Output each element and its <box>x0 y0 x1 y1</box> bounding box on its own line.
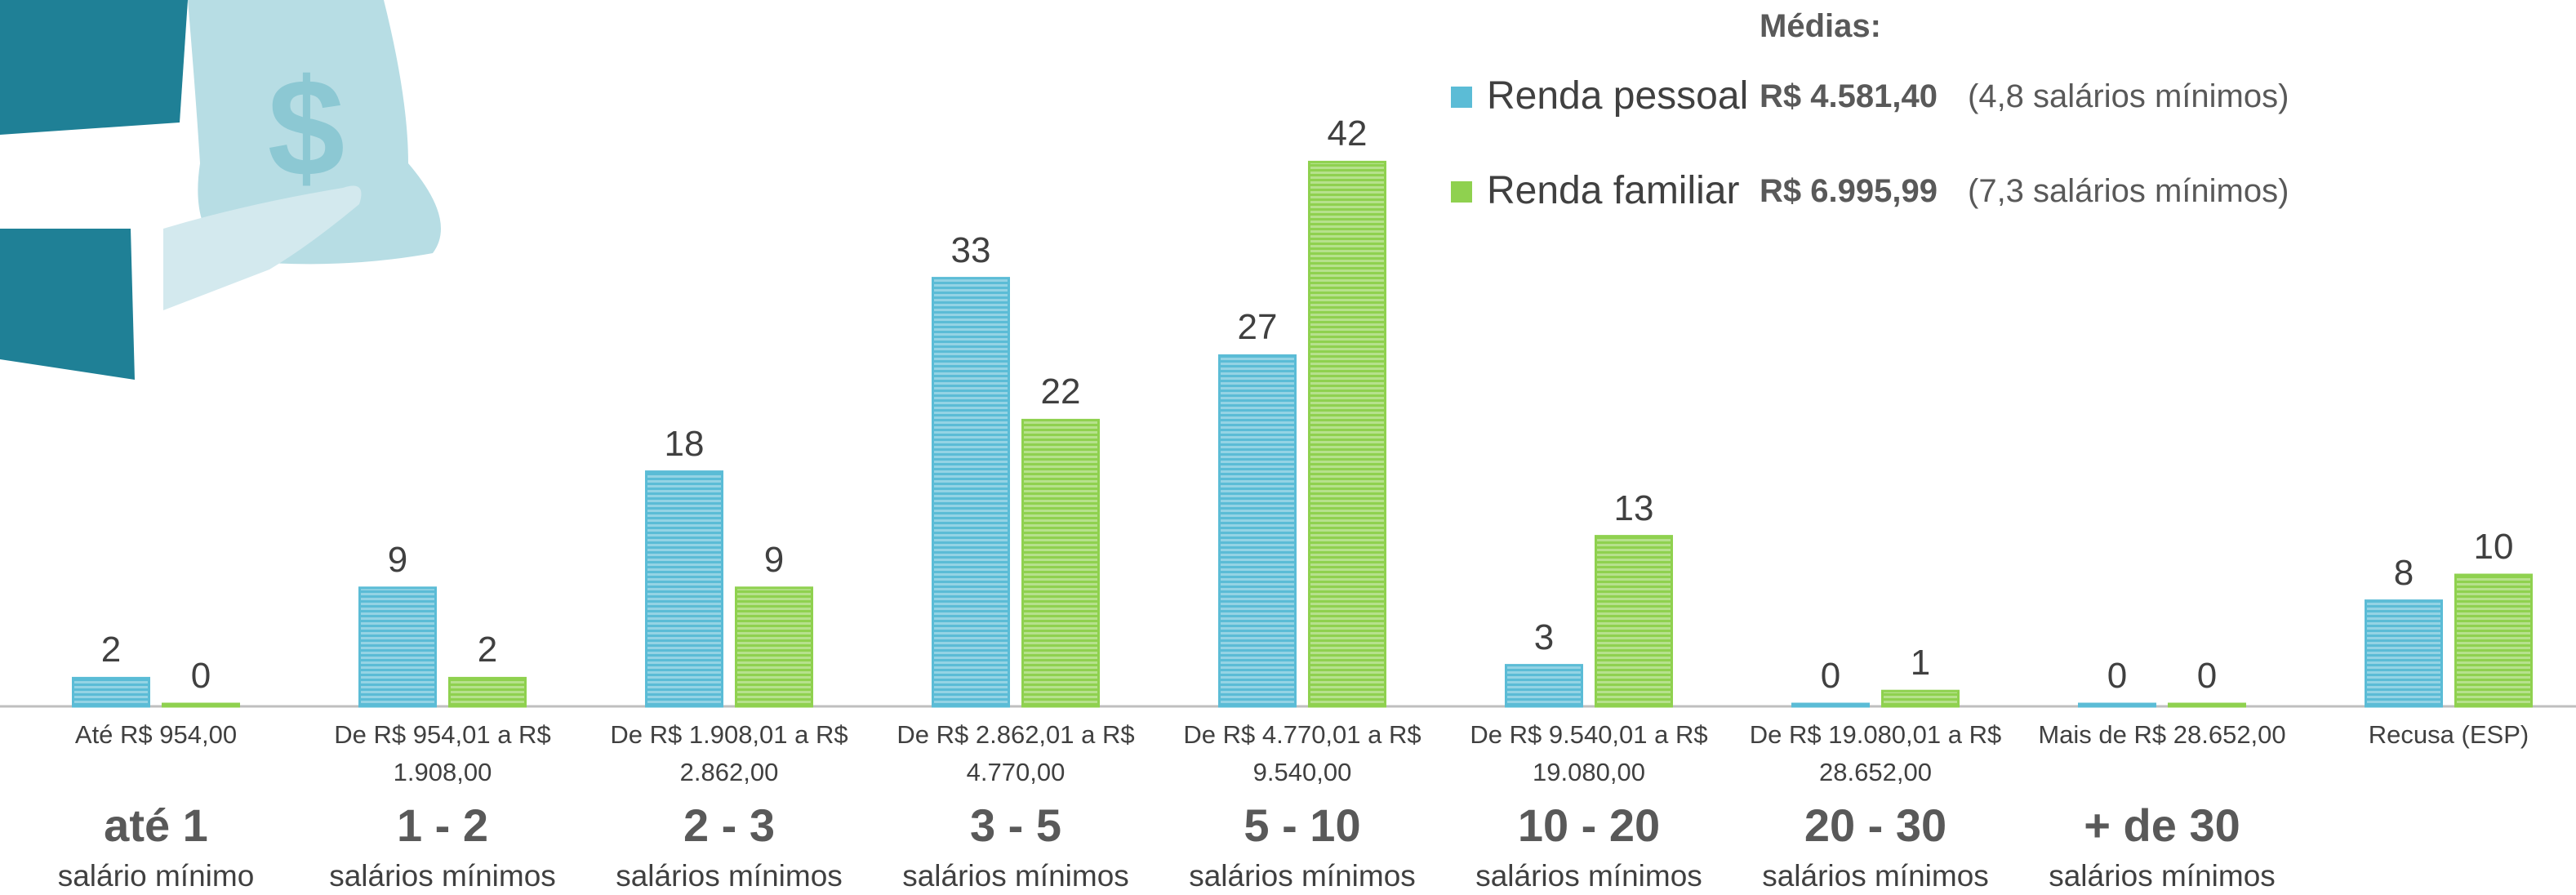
bar-texture <box>1219 355 1296 706</box>
group-sublabel: salários mínimos <box>329 859 556 893</box>
bar-edge <box>1308 160 1386 708</box>
category-label: De R$ 2.862,01 a R$ 4.770,00 <box>896 720 1135 786</box>
value-label: 13 <box>1613 488 1654 528</box>
bar-edge <box>2365 599 2443 708</box>
bar-edge <box>1021 418 1100 708</box>
category-label: Até R$ 954,00 <box>74 720 238 749</box>
bar-texture <box>1595 536 1672 706</box>
group-label: 3 - 5 <box>969 799 1062 851</box>
averages-title: Médias: <box>1760 8 1881 44</box>
bar-edge <box>1791 702 1870 708</box>
legend-swatch <box>1451 87 1472 108</box>
bar-edge <box>162 702 240 708</box>
group-label: 2 - 3 <box>683 799 776 851</box>
group-sublabel: salários mínimos <box>2049 859 2276 893</box>
bar-texture <box>736 587 812 706</box>
svg-text:$: $ <box>268 51 345 206</box>
bar-edge <box>1505 664 1583 708</box>
group-label: 5 - 10 <box>1244 799 1361 851</box>
bar-texture <box>2455 575 2532 706</box>
category-label: De R$ 1.908,01 a R$ 2.862,00 <box>610 720 848 786</box>
group-sublabel: salário mínimo <box>57 859 255 893</box>
group-sublabel: salários mínimos <box>1762 859 1989 893</box>
group-sublabel: salários mínimos <box>1475 859 1702 893</box>
category-label: De R$ 4.770,01 a R$ 9.540,00 <box>1183 720 1421 786</box>
value-label: 22 <box>1040 372 1081 412</box>
bar-edge <box>448 676 527 708</box>
value-label: 8 <box>2393 552 2414 593</box>
bar-texture <box>449 678 526 706</box>
value-label: 0 <box>2196 656 2218 696</box>
category-label: De R$ 19.080,01 a R$ 28.652,00 <box>1749 720 2002 786</box>
group-label: 20 - 30 <box>1804 799 1947 851</box>
legend-average: R$ 6.995,99 <box>1760 173 1938 209</box>
value-label: 0 <box>1820 656 1841 696</box>
value-label: 27 <box>1237 307 1278 348</box>
bar-edge <box>2454 573 2533 708</box>
value-label: 2 <box>477 630 498 670</box>
bar-texture <box>1882 691 1959 706</box>
bar-texture <box>646 471 723 706</box>
bar-edge <box>932 277 1010 708</box>
category-label: Recusa (ESP) <box>2368 720 2529 749</box>
value-label: 9 <box>387 539 408 580</box>
value-label: 9 <box>763 539 785 580</box>
bar-edge <box>358 586 437 708</box>
bar-edge <box>735 586 813 708</box>
value-label: 18 <box>664 423 705 464</box>
group-sublabel: salários mínimos <box>616 859 843 893</box>
legend-swatch <box>1451 181 1472 203</box>
legend-label: Renda pessoal <box>1487 74 1749 118</box>
value-label: 0 <box>2107 656 2128 696</box>
bar-texture <box>1506 665 1582 706</box>
value-label: 3 <box>1533 617 1555 657</box>
group-label: 10 - 20 <box>1517 799 1661 851</box>
category-label: De R$ 9.540,01 a R$ 19.080,00 <box>1470 720 1708 786</box>
group-sublabel: salários mínimos <box>1189 859 1416 893</box>
bar-edge <box>2078 702 2156 708</box>
value-label: 10 <box>2473 527 2514 567</box>
value-label: 2 <box>100 630 122 670</box>
bar-texture <box>2365 600 2442 706</box>
legend-average-note: (7,3 salários mínimos) <box>1968 173 2289 209</box>
bar-texture <box>1309 162 1386 706</box>
bar-texture <box>1022 420 1099 706</box>
value-label: 1 <box>1910 643 1931 683</box>
legend-average: R$ 4.581,40 <box>1760 78 1938 114</box>
bar-edge <box>1595 535 1673 708</box>
legend-label: Renda familiar <box>1487 169 1740 212</box>
value-label: 42 <box>1327 114 1368 154</box>
group-label: 1 - 2 <box>396 799 489 851</box>
bar-texture <box>932 278 1009 707</box>
bar-texture <box>359 587 436 706</box>
bar-edge <box>2168 702 2246 708</box>
category-label: De R$ 954,01 a R$ 1.908,00 <box>334 720 551 786</box>
group-label: + de 30 <box>2084 799 2240 851</box>
group-sublabel: salários mínimos <box>902 859 1129 893</box>
legend-average-note: (4,8 salários mínimos) <box>1968 78 2289 114</box>
category-label: Mais de R$ 28.652,00 <box>2038 720 2286 749</box>
illustration: $ <box>0 0 441 380</box>
bar-edge <box>72 676 150 708</box>
bar-texture <box>73 678 149 706</box>
value-label: 33 <box>950 229 991 270</box>
bar-edge <box>1881 689 1960 708</box>
bar-edge <box>1218 354 1297 708</box>
value-label: 0 <box>190 656 211 696</box>
group-label: até 1 <box>104 799 208 851</box>
bar-edge <box>645 470 723 708</box>
